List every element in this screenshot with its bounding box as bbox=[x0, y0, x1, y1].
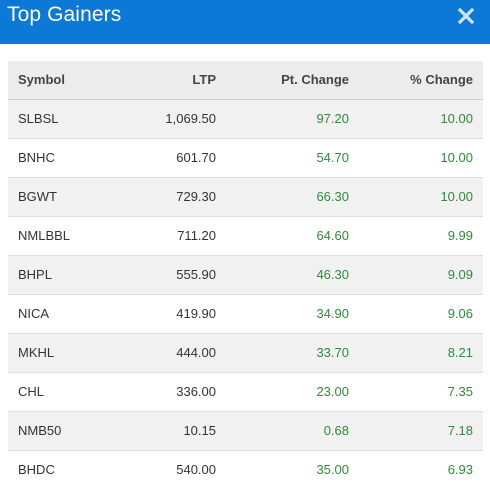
cell-pt-change: 64.60 bbox=[316, 228, 349, 243]
table-row[interactable]: NMB50 10.15 0.68 7.18 bbox=[8, 411, 483, 450]
cell-symbol[interactable]: BHPL bbox=[18, 267, 52, 282]
cell-ltp: 540.00 bbox=[176, 462, 216, 477]
cell-pt-change: 23.00 bbox=[316, 384, 349, 399]
cell-ltp: 729.30 bbox=[176, 189, 216, 204]
table-row[interactable]: MKHL 444.00 33.70 8.21 bbox=[8, 333, 483, 372]
cell-symbol[interactable]: NICA bbox=[18, 306, 50, 321]
cell-pt-change: 35.00 bbox=[316, 462, 349, 477]
cell-ltp: 1,069.50 bbox=[165, 111, 216, 126]
cell-symbol[interactable]: NMB50 bbox=[18, 423, 62, 438]
table-body: SLBSL 1,069.50 97.20 10.00 BNHC 601.70 5… bbox=[8, 99, 483, 487]
cell-pct-change: 9.09 bbox=[447, 267, 473, 282]
cell-symbol[interactable]: NMLBBL bbox=[18, 228, 71, 243]
table-row[interactable]: BNHC 601.70 54.70 10.00 bbox=[8, 138, 483, 177]
column-header-ltp[interactable]: LTP bbox=[112, 61, 216, 100]
table-row[interactable]: CHL 336.00 23.00 7.35 bbox=[8, 372, 483, 411]
cell-pct-change: 9.99 bbox=[447, 228, 473, 243]
cell-pt-change: 46.30 bbox=[316, 267, 349, 282]
table-row[interactable]: BHPL 555.90 46.30 9.09 bbox=[8, 255, 483, 294]
cell-symbol[interactable]: MKHL bbox=[18, 345, 55, 360]
close-icon-glyph bbox=[457, 7, 475, 25]
cell-pt-change: 54.70 bbox=[316, 150, 349, 165]
cell-pct-change: 9.06 bbox=[447, 306, 473, 321]
cell-pt-change: 34.90 bbox=[316, 306, 349, 321]
cell-ltp: 601.70 bbox=[176, 150, 216, 165]
column-header-pct-change[interactable]: % Change bbox=[349, 61, 483, 100]
cell-ltp: 711.20 bbox=[177, 228, 216, 243]
gainers-table-wrapper: Symbol LTP Pt. Change % Change SLBSL 1,0… bbox=[8, 61, 483, 487]
table-row[interactable]: NICA 419.90 34.90 9.06 bbox=[8, 294, 483, 333]
cell-symbol[interactable]: CHL bbox=[18, 384, 45, 399]
cell-pt-change: 97.20 bbox=[316, 111, 349, 126]
cell-ltp: 444.00 bbox=[176, 345, 216, 360]
cell-symbol[interactable]: BGWT bbox=[18, 189, 57, 204]
modal-title: Top Gainers bbox=[7, 3, 122, 26]
cell-pt-change: 0.68 bbox=[323, 423, 349, 438]
cell-pt-change: 66.30 bbox=[316, 189, 349, 204]
cell-symbol[interactable]: BNHC bbox=[18, 150, 55, 165]
cell-ltp: 336.00 bbox=[176, 384, 216, 399]
cell-symbol[interactable]: BHDC bbox=[18, 462, 55, 477]
cell-pct-change: 10.00 bbox=[440, 150, 473, 165]
table-header-row: Symbol LTP Pt. Change % Change bbox=[8, 61, 483, 100]
cell-symbol[interactable]: SLBSL bbox=[18, 111, 59, 126]
table-row[interactable]: BGWT 729.30 66.30 10.00 bbox=[8, 177, 483, 216]
table-header: Symbol LTP Pt. Change % Change bbox=[8, 61, 483, 100]
cell-pct-change: 10.00 bbox=[440, 111, 473, 126]
table-row[interactable]: SLBSL 1,069.50 97.20 10.00 bbox=[8, 99, 483, 138]
cell-pt-change: 33.70 bbox=[316, 345, 349, 360]
cell-pct-change: 7.18 bbox=[447, 423, 473, 438]
gainers-table: Symbol LTP Pt. Change % Change SLBSL 1,0… bbox=[8, 61, 483, 487]
column-header-pt-change[interactable]: Pt. Change bbox=[216, 61, 349, 100]
cell-pct-change: 8.21 bbox=[447, 345, 473, 360]
cell-ltp: 555.90 bbox=[176, 267, 216, 282]
column-header-symbol[interactable]: Symbol bbox=[8, 61, 112, 100]
close-icon[interactable] bbox=[457, 7, 475, 25]
cell-ltp: 419.90 bbox=[176, 306, 216, 321]
cell-pct-change: 7.35 bbox=[447, 384, 473, 399]
table-row[interactable]: NMLBBL 711.20 64.60 9.99 bbox=[8, 216, 483, 255]
cell-ltp: 10.15 bbox=[183, 423, 216, 438]
cell-pct-change: 6.93 bbox=[447, 462, 473, 477]
table-row[interactable]: BHDC 540.00 35.00 6.93 bbox=[8, 450, 483, 487]
cell-pct-change: 10.00 bbox=[440, 189, 473, 204]
modal-header: Top Gainers bbox=[0, 0, 490, 44]
